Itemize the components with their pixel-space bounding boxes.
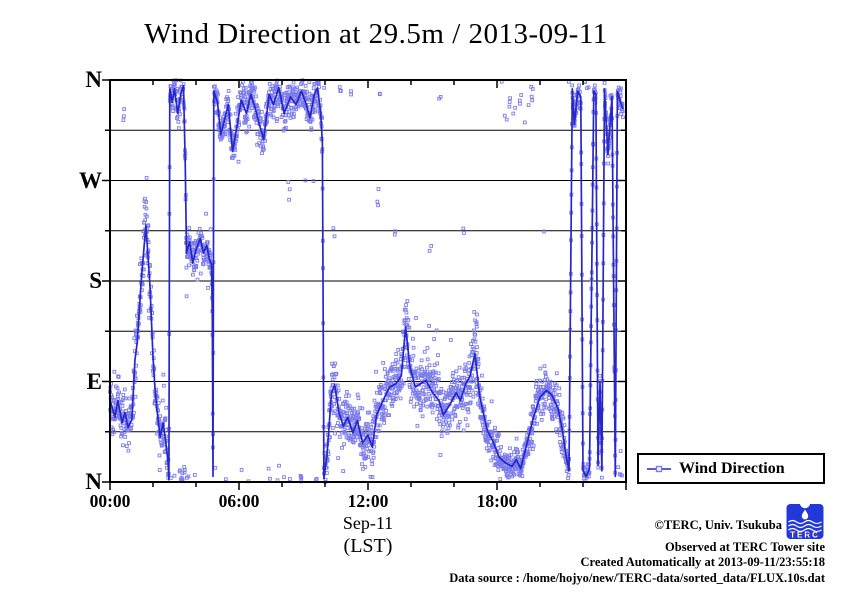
x-tick-label: 12:00 [347, 491, 389, 511]
legend-line-marker-icon [647, 465, 671, 472]
plot-frame-and-ticks [102, 79, 627, 490]
x-axis-label-timezone: (LST) [343, 535, 393, 557]
y-tick-label: S [89, 268, 102, 293]
x-axis-label-date: Sep-11 [342, 513, 394, 533]
x-tick-label: 06:00 [218, 491, 260, 511]
x-tick-label: 18:00 [476, 491, 518, 511]
terc-logo: TERC [786, 503, 824, 540]
legend-label: Wind Direction [679, 459, 785, 477]
page-title: Wind Direction at 29.5m / 2013-09-11 [144, 18, 608, 50]
footer-copyright: ©TERC, Univ. Tsukuba [654, 518, 782, 532]
footer-observed-at: Observed at TERC Tower site [665, 540, 825, 554]
footer-info: Observed at TERC Tower site Created Auto… [449, 540, 825, 586]
y-tick-label: E [86, 368, 102, 394]
footer-data-source: Data source : /home/hojyo/new/TERC-data/… [449, 570, 825, 585]
wind-direction-mean-line [109, 84, 624, 481]
x-tick-label: 00:00 [89, 491, 131, 511]
y-tick-label: W [79, 167, 102, 193]
y-tick-label: N [85, 469, 102, 494]
y-tick-label: N [85, 67, 102, 92]
terc-logo-text: TERC [790, 531, 820, 540]
legend-box: Wind Direction [637, 453, 825, 484]
footer-created-at: Created Automatically at 2013-09-11/23:5… [580, 555, 825, 570]
